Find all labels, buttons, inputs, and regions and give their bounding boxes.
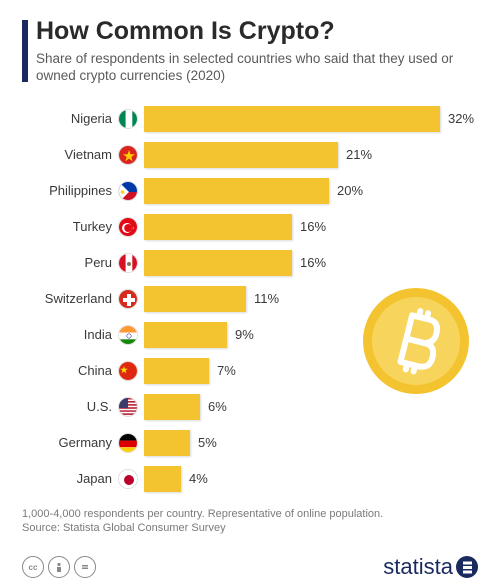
- flag-icon: [118, 181, 138, 201]
- bar: [144, 394, 200, 420]
- country-label: Germany: [22, 435, 118, 450]
- bar-value: 4%: [189, 471, 208, 486]
- bar-value: 21%: [346, 147, 372, 162]
- bar-value: 16%: [300, 219, 326, 234]
- country-label: Japan: [22, 471, 118, 486]
- bar: [144, 466, 181, 492]
- bar-wrap: 16%: [144, 250, 478, 276]
- bar: [144, 430, 190, 456]
- bar: [144, 106, 440, 132]
- statista-logo: statista: [383, 554, 478, 580]
- chart-row: U.S. 6%: [22, 391, 478, 423]
- country-label: China: [22, 363, 118, 378]
- flag-icon: [118, 433, 138, 453]
- footnote-line1: 1,000-4,000 respondents per country. Rep…: [22, 507, 478, 522]
- brand-text: statista: [383, 554, 453, 580]
- flag-icon: [118, 253, 138, 273]
- country-label: India: [22, 327, 118, 342]
- chart-footnote: 1,000-4,000 respondents per country. Rep…: [22, 507, 478, 537]
- bar-value: 5%: [198, 435, 217, 450]
- flag-icon: [118, 217, 138, 237]
- chart-subtitle: Share of respondents in selected countri…: [36, 50, 478, 85]
- brand-mark-icon: [456, 556, 478, 578]
- bar: [144, 142, 338, 168]
- bar-value: 16%: [300, 255, 326, 270]
- nd-icon: [74, 556, 96, 578]
- chart-row: Turkey 16%: [22, 211, 478, 243]
- bar-value: 32%: [448, 111, 474, 126]
- chart-row: Germany 5%: [22, 427, 478, 459]
- svg-text:cc: cc: [29, 563, 38, 572]
- bar: [144, 214, 292, 240]
- bar-value: 20%: [337, 183, 363, 198]
- bar-wrap: 16%: [144, 214, 478, 240]
- country-label: Turkey: [22, 219, 118, 234]
- bar: [144, 322, 227, 348]
- flag-icon: [118, 109, 138, 129]
- flag-icon: [118, 469, 138, 489]
- bar-value: 11%: [254, 291, 279, 306]
- bar-wrap: 20%: [144, 178, 478, 204]
- chart-row: Japan 4%: [22, 463, 478, 495]
- country-label: Nigeria: [22, 111, 118, 126]
- chart-row: Nigeria 32%: [22, 103, 478, 135]
- flag-icon: [118, 325, 138, 345]
- bar-wrap: 6%: [144, 394, 478, 420]
- license-icons: cc: [22, 556, 96, 578]
- country-label: Peru: [22, 255, 118, 270]
- bar: [144, 286, 246, 312]
- bar-value: 9%: [235, 327, 254, 342]
- bar-wrap: 4%: [144, 466, 478, 492]
- country-label: Philippines: [22, 183, 118, 198]
- flag-icon: [118, 145, 138, 165]
- bar: [144, 250, 292, 276]
- bar: [144, 358, 209, 384]
- country-label: Vietnam: [22, 147, 118, 162]
- country-label: Switzerland: [22, 291, 118, 306]
- bar-wrap: 32%: [144, 106, 478, 132]
- bitcoin-icon: [362, 287, 470, 395]
- bar-value: 7%: [217, 363, 236, 378]
- flag-icon: [118, 361, 138, 381]
- chart-row: Peru 16%: [22, 247, 478, 279]
- footnote-line2: Source: Statista Global Consumer Survey: [22, 521, 478, 536]
- chart-header: How Common Is Crypto? Share of responden…: [22, 18, 478, 85]
- bar: [144, 178, 329, 204]
- bar-value: 6%: [208, 399, 227, 414]
- chart-title: How Common Is Crypto?: [36, 18, 478, 46]
- bar-wrap: 21%: [144, 142, 478, 168]
- chart-row: Vietnam 21%: [22, 139, 478, 171]
- flag-icon: [118, 397, 138, 417]
- footer: cc statista: [22, 554, 478, 580]
- cc-icon: cc: [22, 556, 44, 578]
- flag-icon: [118, 289, 138, 309]
- chart-row: Philippines 20%: [22, 175, 478, 207]
- country-label: U.S.: [22, 399, 118, 414]
- bar-wrap: 5%: [144, 430, 478, 456]
- by-icon: [48, 556, 70, 578]
